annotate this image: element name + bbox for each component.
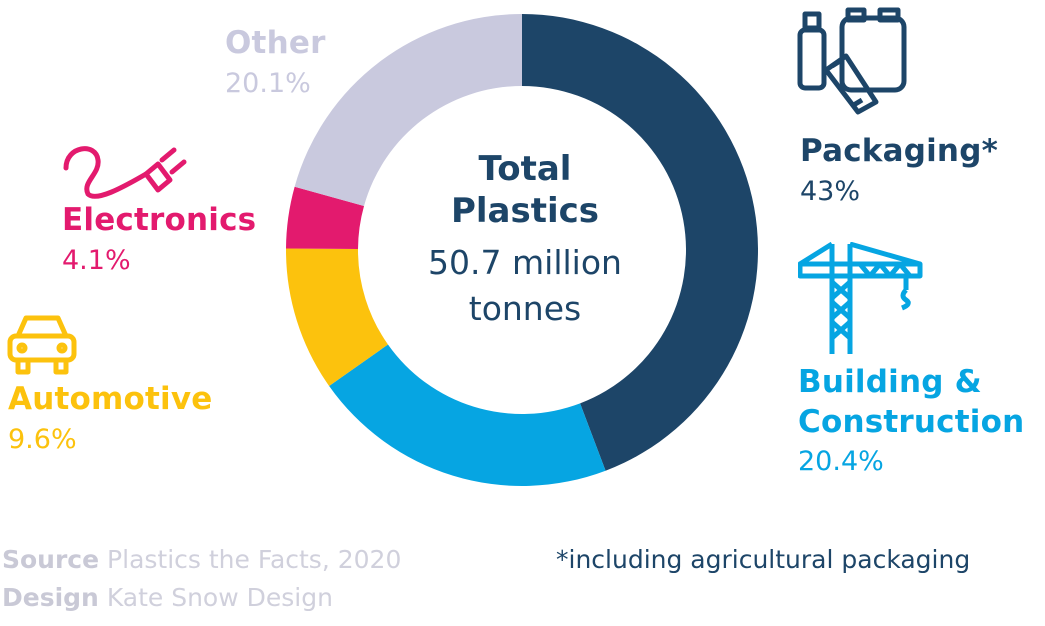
design-text: Kate Snow Design xyxy=(106,583,333,612)
center-value-line1: 50.7 million xyxy=(428,243,622,282)
footer-source: Source Plastics the Facts, 2020 xyxy=(2,545,401,574)
slice-electronics xyxy=(286,186,365,249)
center-label: Total Plastics 50.7 million tonnes xyxy=(385,148,665,332)
center-value-line2: tonnes xyxy=(468,289,582,328)
label-building-name-line2: Construction xyxy=(798,403,1025,440)
label-electronics-pct: 4.1% xyxy=(62,244,131,276)
label-building: Building & Construction 20.4% xyxy=(798,364,1025,478)
label-packaging-name: Packaging* xyxy=(800,133,999,169)
label-automotive: Automotive 9.6% xyxy=(8,381,213,455)
label-automotive-name: Automotive xyxy=(8,381,213,417)
plug-icon xyxy=(63,146,187,199)
label-automotive-pct: 9.6% xyxy=(8,423,77,455)
slice-automotive xyxy=(286,248,388,386)
design-label: Design xyxy=(2,583,99,612)
label-packaging: Packaging* 43% xyxy=(800,133,999,207)
label-electronics: Electronics 4.1% xyxy=(62,202,257,276)
center-title-line1: Total xyxy=(478,149,572,189)
source-text: Plastics the Facts, 2020 xyxy=(107,545,402,574)
packaging-icon xyxy=(797,7,907,115)
label-other: Other 20.1% xyxy=(225,25,326,99)
slice-other xyxy=(294,14,522,207)
car-icon xyxy=(7,315,77,375)
crane-icon xyxy=(798,242,923,354)
label-building-name-line1: Building & xyxy=(798,364,982,400)
slice-packaging xyxy=(522,14,758,471)
label-electronics-name: Electronics xyxy=(62,202,257,238)
footnote: *including agricultural packaging xyxy=(556,545,971,574)
label-packaging-pct: 43% xyxy=(800,175,861,207)
center-title-line2: Plastics xyxy=(450,191,600,231)
label-other-name: Other xyxy=(225,25,326,61)
slice-building-construction xyxy=(329,344,606,486)
source-label: Source xyxy=(2,545,100,574)
donut-slices xyxy=(286,14,758,486)
label-building-pct: 20.4% xyxy=(798,446,884,478)
label-other-pct: 20.1% xyxy=(225,67,311,99)
footer-design: Design Kate Snow Design xyxy=(2,583,333,612)
